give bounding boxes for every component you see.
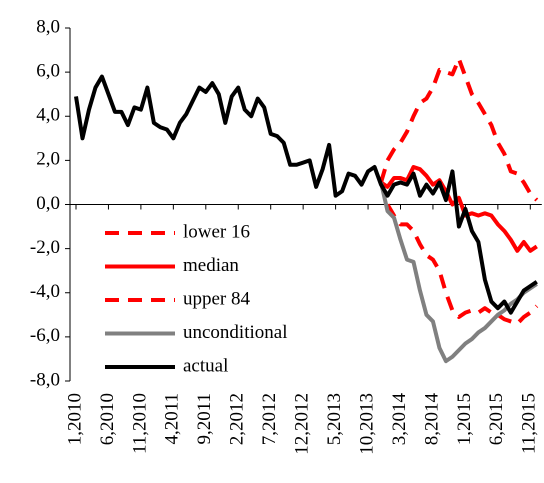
y-tick-label: 2,0 (36, 149, 60, 170)
x-tick-label: 4,2011 (162, 393, 183, 445)
legend-label: actual (183, 355, 228, 376)
legend-label: median (183, 255, 239, 276)
series-line (74, 74, 538, 315)
x-tick-label: 11,2015 (519, 393, 540, 454)
legend-label: upper 84 (183, 288, 251, 309)
x-tick-label: 2,2012 (227, 393, 248, 445)
x-tick-label: 3,2014 (389, 393, 410, 446)
x-tick-label: 7,2012 (259, 393, 280, 445)
x-tick-label: 5,2013 (324, 393, 345, 445)
y-tick-label: -2,0 (30, 237, 60, 258)
y-tick-label: 4,0 (36, 105, 60, 126)
x-tick-label: 6,2010 (97, 393, 118, 445)
x-tick-label: 9,2011 (194, 393, 215, 445)
y-tick-label: 8,0 (36, 16, 60, 37)
x-tick-label: 8,2014 (421, 393, 442, 446)
y-tick-label: 6,0 (36, 60, 60, 81)
x-tick-label: 1,2010 (64, 393, 85, 445)
x-tick-label: 11,2010 (129, 393, 150, 454)
series-line (379, 164, 538, 253)
series-line (379, 56, 539, 202)
y-tick-label: 0,0 (36, 193, 60, 214)
x-tick-label: 12,2012 (292, 393, 313, 455)
series-line (379, 181, 538, 364)
legend-label: lower 16 (183, 221, 250, 242)
x-tick-label: 10,2013 (356, 393, 377, 455)
y-tick-label: -6,0 (30, 325, 60, 346)
x-tick-label: 1,2015 (454, 393, 475, 445)
legend-label: unconditional (183, 322, 287, 343)
y-tick-label: -4,0 (30, 281, 60, 302)
y-tick-label: -8,0 (30, 369, 60, 390)
x-tick-label: 6,2015 (486, 393, 507, 445)
series-line (379, 181, 539, 326)
